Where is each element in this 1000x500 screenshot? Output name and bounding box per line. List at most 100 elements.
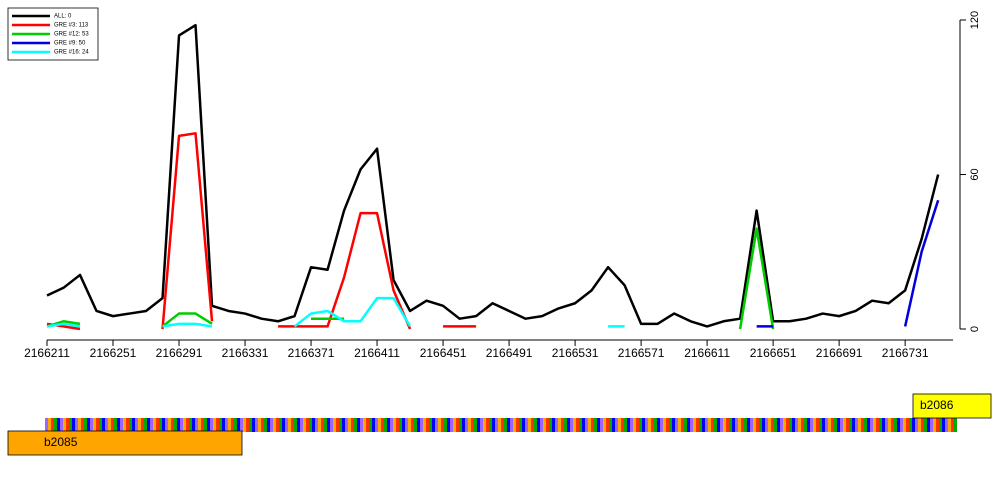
sequence-base <box>81 418 84 432</box>
x-tick-label: 2166211 <box>24 346 70 360</box>
sequence-base <box>129 418 132 432</box>
sequence-base <box>165 418 168 432</box>
sequence-base <box>819 418 822 432</box>
sequence-base <box>750 418 753 432</box>
legend-label: GRE #9: 50 <box>54 41 86 47</box>
sequence-base <box>711 418 714 432</box>
sequence-base <box>930 418 933 432</box>
sequence-base <box>108 418 111 432</box>
sequence-base <box>231 418 234 432</box>
sequence-base <box>273 418 276 432</box>
sequence-base <box>369 418 372 432</box>
sequence-base <box>594 418 597 432</box>
sequence-base <box>90 418 93 432</box>
sequence-base <box>573 418 576 432</box>
sequence-base <box>717 418 720 432</box>
sequence-base <box>75 418 78 432</box>
sequence-base <box>384 418 387 432</box>
sequence-base <box>321 418 324 432</box>
sequence-base <box>840 418 843 432</box>
sequence-base <box>606 418 609 432</box>
sequence-base <box>213 418 216 432</box>
sequence-base <box>639 418 642 432</box>
sequence-base <box>828 418 831 432</box>
sequence-base <box>123 418 126 432</box>
sequence-base <box>768 418 771 432</box>
sequence-base <box>834 418 837 432</box>
sequence-base <box>900 418 903 432</box>
sequence-base <box>135 418 138 432</box>
sequence-base <box>258 418 261 432</box>
sequence-base <box>831 418 834 432</box>
sequence-base <box>183 418 186 432</box>
sequence-base <box>783 418 786 432</box>
sequence-base <box>624 418 627 432</box>
sequence-base <box>678 418 681 432</box>
sequence-base <box>846 418 849 432</box>
legend-label: GRE #12: 53 <box>54 32 89 38</box>
sequence-base <box>252 418 255 432</box>
sequence-base <box>849 418 852 432</box>
sequence-base <box>207 418 210 432</box>
sequence-base <box>495 418 498 432</box>
sequence-base <box>735 418 738 432</box>
sequence-base <box>516 418 519 432</box>
sequence-base <box>927 418 930 432</box>
sequence-base <box>702 418 705 432</box>
sequence-base <box>699 418 702 432</box>
sequence-base <box>378 418 381 432</box>
sequence-base <box>327 418 330 432</box>
sequence-base <box>786 418 789 432</box>
sequence-base <box>534 418 537 432</box>
sequence-base <box>441 418 444 432</box>
sequence-base <box>780 418 783 432</box>
sequence-base <box>480 418 483 432</box>
sequence-base <box>603 418 606 432</box>
x-tick-label: 2166651 <box>750 346 797 360</box>
sequence-base <box>882 418 885 432</box>
sequence-base <box>414 418 417 432</box>
series-line <box>47 229 938 329</box>
sequence-base <box>510 418 513 432</box>
sequence-base <box>51 418 54 432</box>
sequence-base <box>204 418 207 432</box>
sequence-base <box>276 418 279 432</box>
sequence-base <box>423 418 426 432</box>
sequence-base <box>663 418 666 432</box>
sequence-base <box>858 418 861 432</box>
sequence-base <box>507 418 510 432</box>
x-tick-label: 2166251 <box>90 346 137 360</box>
sequence-base <box>201 418 204 432</box>
sequence-base <box>576 418 579 432</box>
sequence-base <box>267 418 270 432</box>
sequence-base <box>918 418 921 432</box>
sequence-base <box>501 418 504 432</box>
sequence-base <box>675 418 678 432</box>
sequence-base <box>753 418 756 432</box>
sequence-base <box>102 418 105 432</box>
sequence-base <box>855 418 858 432</box>
sequence-base <box>798 418 801 432</box>
sequence-base <box>525 418 528 432</box>
sequence-base <box>216 418 219 432</box>
sequence-base <box>618 418 621 432</box>
x-tick-label: 2166611 <box>684 346 730 360</box>
sequence-base <box>690 418 693 432</box>
legend-label: GRE #16: 24 <box>54 50 89 56</box>
sequence-base <box>285 418 288 432</box>
sequence-base <box>720 418 723 432</box>
sequence-base <box>249 418 252 432</box>
sequence-base <box>861 418 864 432</box>
sequence-base <box>237 418 240 432</box>
sequence-base <box>366 418 369 432</box>
sequence-base <box>420 418 423 432</box>
sequence-base <box>486 418 489 432</box>
gene-label: b2085 <box>44 435 78 449</box>
sequence-base <box>396 418 399 432</box>
sequence-base <box>537 418 540 432</box>
sequence-base <box>300 418 303 432</box>
sequence-base <box>324 418 327 432</box>
sequence-base <box>774 418 777 432</box>
series-line <box>46 296 625 328</box>
sequence-base <box>825 418 828 432</box>
